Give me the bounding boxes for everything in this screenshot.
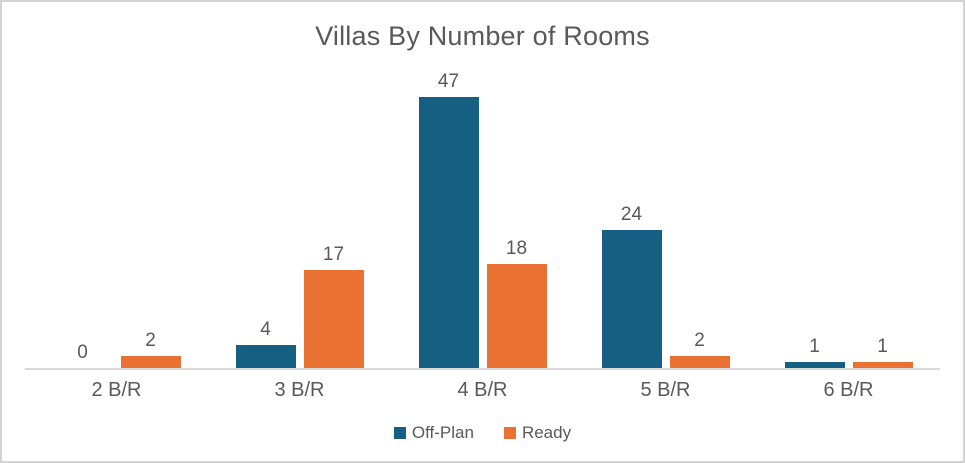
bar-off-plan-5-b-r [601, 230, 662, 368]
data-label-ready-2-b-r: 2 [145, 330, 156, 351]
bar-group-5-b-r: 24 2 [574, 57, 757, 368]
bar-col-off-plan-4-b-r: 47 [418, 57, 479, 368]
bar-group-4-b-r: 47 18 [391, 57, 574, 368]
bar-col-ready-3-b-r: 17 [303, 57, 364, 368]
category-label-3-b-r: 3 B/R [274, 379, 325, 401]
bar-ready-3-b-r [303, 270, 364, 368]
legend-item-ready: Ready [503, 423, 572, 443]
category-label-4-b-r: 4 B/R [457, 379, 508, 401]
data-label-off-plan-2-b-r: 0 [77, 342, 88, 363]
bar-group-3-b-r: 4 17 [208, 57, 391, 368]
data-label-off-plan-4-b-r: 47 [437, 71, 460, 92]
bar-ready-2-b-r [120, 356, 181, 368]
data-label-ready-6-b-r: 1 [877, 336, 888, 357]
data-label-off-plan-5-b-r: 24 [620, 204, 643, 225]
legend-label-ready: Ready [521, 423, 572, 442]
bar-col-ready-5-b-r: 2 [669, 57, 730, 368]
bar-off-plan-6-b-r [784, 362, 845, 368]
data-label-off-plan-6-b-r: 1 [809, 336, 820, 357]
bar-ready-5-b-r [669, 356, 730, 368]
data-label-ready-5-b-r: 2 [694, 330, 705, 351]
bar-col-ready-4-b-r: 18 [486, 57, 547, 368]
chart-title: Villas By Number of Rooms [315, 21, 650, 51]
category-label-6-b-r: 6 B/R [823, 379, 874, 401]
plot-area: 0 2 4 17 47 18 24 2 1 1 [25, 57, 940, 370]
legend-swatch-off-plan-icon [393, 427, 406, 439]
bar-col-off-plan-2-b-r: 0 [53, 57, 113, 368]
bar-col-off-plan-3-b-r: 4 [235, 57, 296, 368]
bar-col-off-plan-6-b-r: 1 [784, 57, 845, 368]
bar-col-ready-2-b-r: 2 [120, 57, 181, 368]
category-label-5-b-r: 5 B/R [640, 379, 691, 401]
data-label-ready-4-b-r: 18 [505, 238, 528, 259]
bar-ready-4-b-r [486, 264, 547, 368]
data-label-ready-3-b-r: 17 [322, 244, 345, 265]
bar-col-off-plan-5-b-r: 24 [601, 57, 662, 368]
bar-off-plan-3-b-r [235, 345, 296, 368]
category-label-2-b-r: 2 B/R [91, 379, 142, 401]
x-axis: 2 B/R 3 B/R 4 B/R 5 B/R 6 B/R [25, 370, 940, 402]
bar-col-ready-6-b-r: 1 [852, 57, 913, 368]
bar-off-plan-4-b-r [418, 97, 479, 368]
legend: Off-Plan Ready [2, 423, 963, 443]
data-label-off-plan-3-b-r: 4 [260, 319, 271, 340]
legend-swatch-ready-icon [503, 427, 516, 439]
legend-label-off-plan: Off-Plan [411, 423, 474, 442]
legend-item-off-plan: Off-Plan [393, 423, 474, 443]
bar-ready-6-b-r [852, 362, 913, 368]
